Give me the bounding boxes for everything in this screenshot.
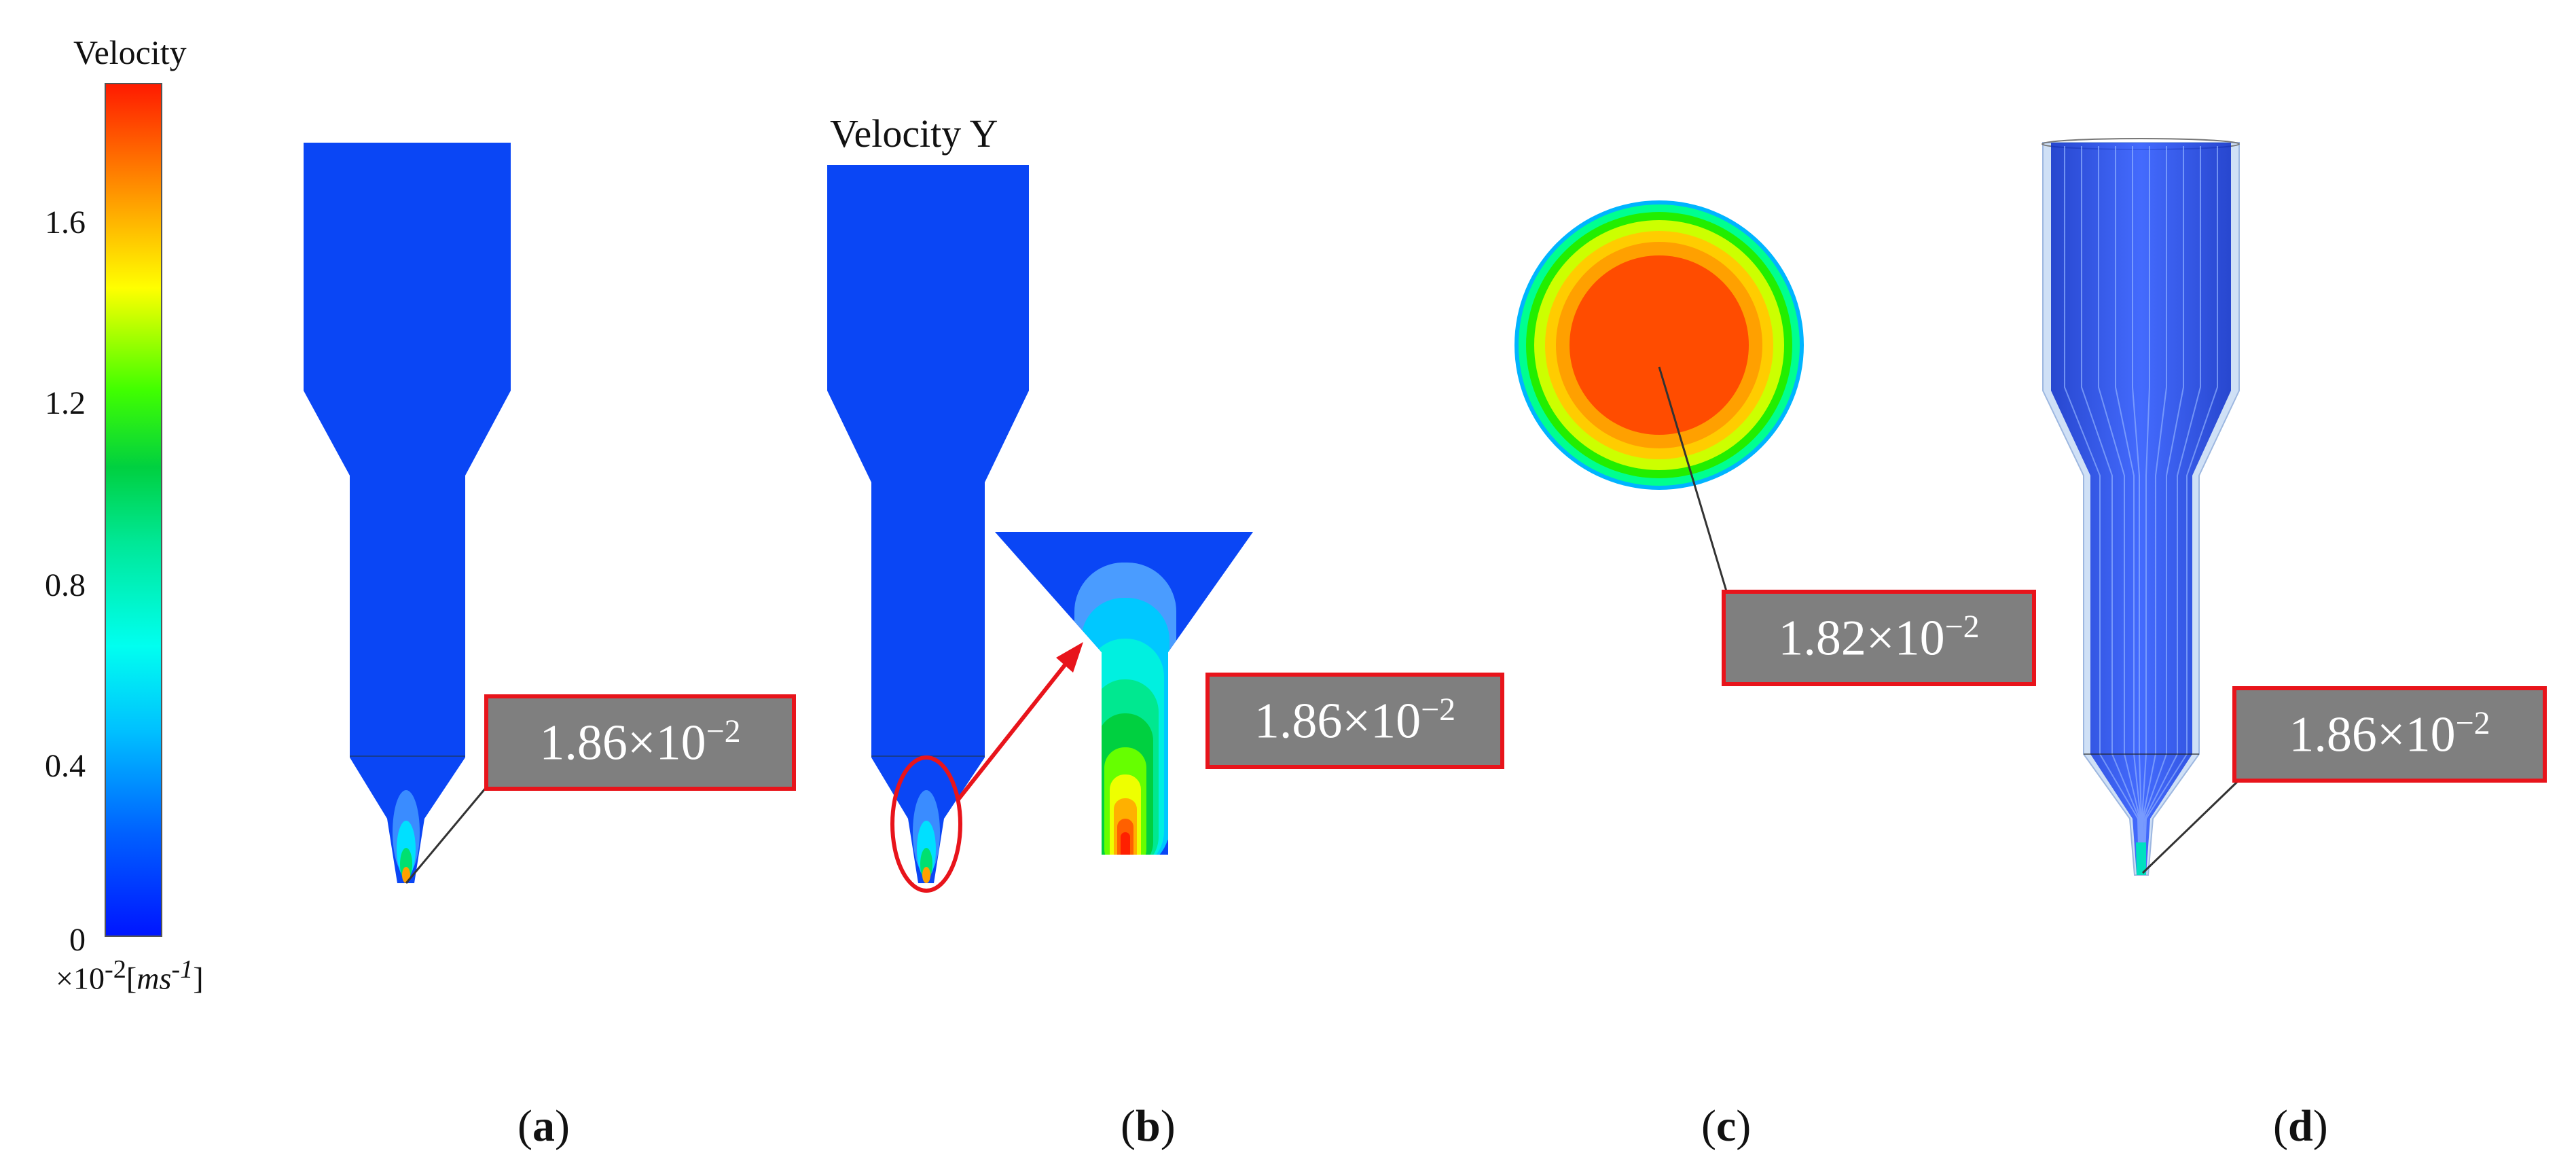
colorbar-tick: 0.4 bbox=[45, 748, 86, 784]
callout-d: 1.86×10−2 bbox=[2232, 686, 2547, 783]
panel-b-title: Velocity Y bbox=[830, 111, 998, 156]
colorbar-unit: ×10-2[ms-1] bbox=[56, 955, 204, 996]
panel-c-cross-section bbox=[1514, 200, 1804, 592]
colorbar-title: Velocity bbox=[73, 33, 187, 71]
panel-a-geometry bbox=[304, 143, 511, 884]
callout-c: 1.82×10−2 bbox=[1722, 590, 2036, 686]
caption-a: (a) bbox=[518, 1101, 570, 1151]
panel-b-geometry bbox=[827, 165, 1083, 893]
colorbar-tick: 0 bbox=[69, 922, 86, 958]
colorbar-tick: 1.2 bbox=[45, 385, 86, 421]
colorbar-tick: 0.8 bbox=[45, 567, 86, 603]
caption-c: (c) bbox=[1701, 1101, 1752, 1151]
colorbar-tick: 1.6 bbox=[45, 204, 86, 240]
callout-a: 1.86×10−2 bbox=[484, 694, 796, 791]
colorbar-gradient bbox=[105, 83, 162, 937]
highlight-ellipse bbox=[890, 755, 962, 893]
caption-d: (d) bbox=[2273, 1101, 2328, 1151]
zoom-arrow bbox=[956, 658, 1072, 802]
panel-d-streamlines bbox=[2042, 138, 2240, 876]
caption-b: (b) bbox=[1121, 1101, 1176, 1151]
callout-b: 1.86×10−2 bbox=[1205, 673, 1504, 769]
